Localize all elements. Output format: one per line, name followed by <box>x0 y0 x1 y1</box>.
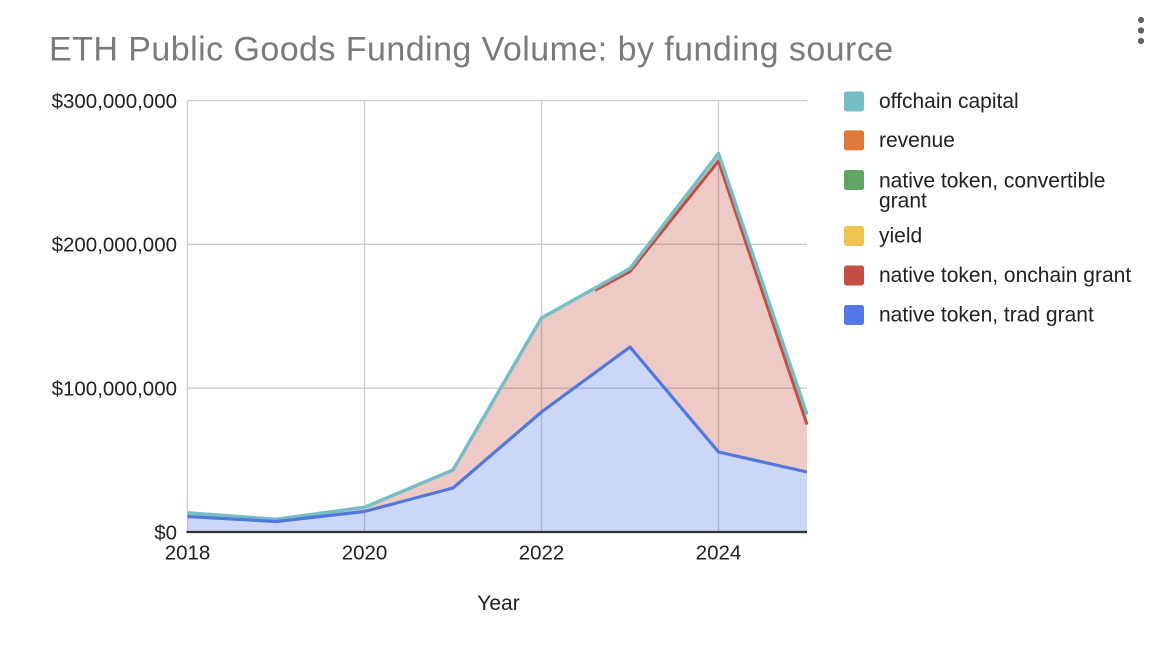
svg-text:grant: grant <box>879 190 927 213</box>
svg-text:$100,000,000: $100,000,000 <box>52 378 177 401</box>
svg-text:revenue: revenue <box>879 129 955 152</box>
svg-text:$300,000,000: $300,000,000 <box>52 90 177 113</box>
svg-text:native token, onchain grant: native token, onchain grant <box>879 264 1131 287</box>
svg-text:$200,000,000: $200,000,000 <box>52 234 177 257</box>
svg-text:$0: $0 <box>154 521 177 544</box>
svg-text:native token, convertible: native token, convertible <box>879 170 1105 193</box>
svg-text:2024: 2024 <box>696 541 742 564</box>
svg-text:native token, trad grant: native token, trad grant <box>879 304 1094 327</box>
svg-text:2022: 2022 <box>519 541 565 564</box>
svg-text:yield: yield <box>879 225 922 248</box>
svg-text:2018: 2018 <box>165 541 211 564</box>
svg-text:2020: 2020 <box>342 541 388 564</box>
svg-text:ETH Public Goods Funding Volum: ETH Public Goods Funding Volume: by fund… <box>49 30 894 68</box>
svg-text:Year: Year <box>477 592 519 615</box>
svg-text:offchain capital: offchain capital <box>879 90 1019 113</box>
